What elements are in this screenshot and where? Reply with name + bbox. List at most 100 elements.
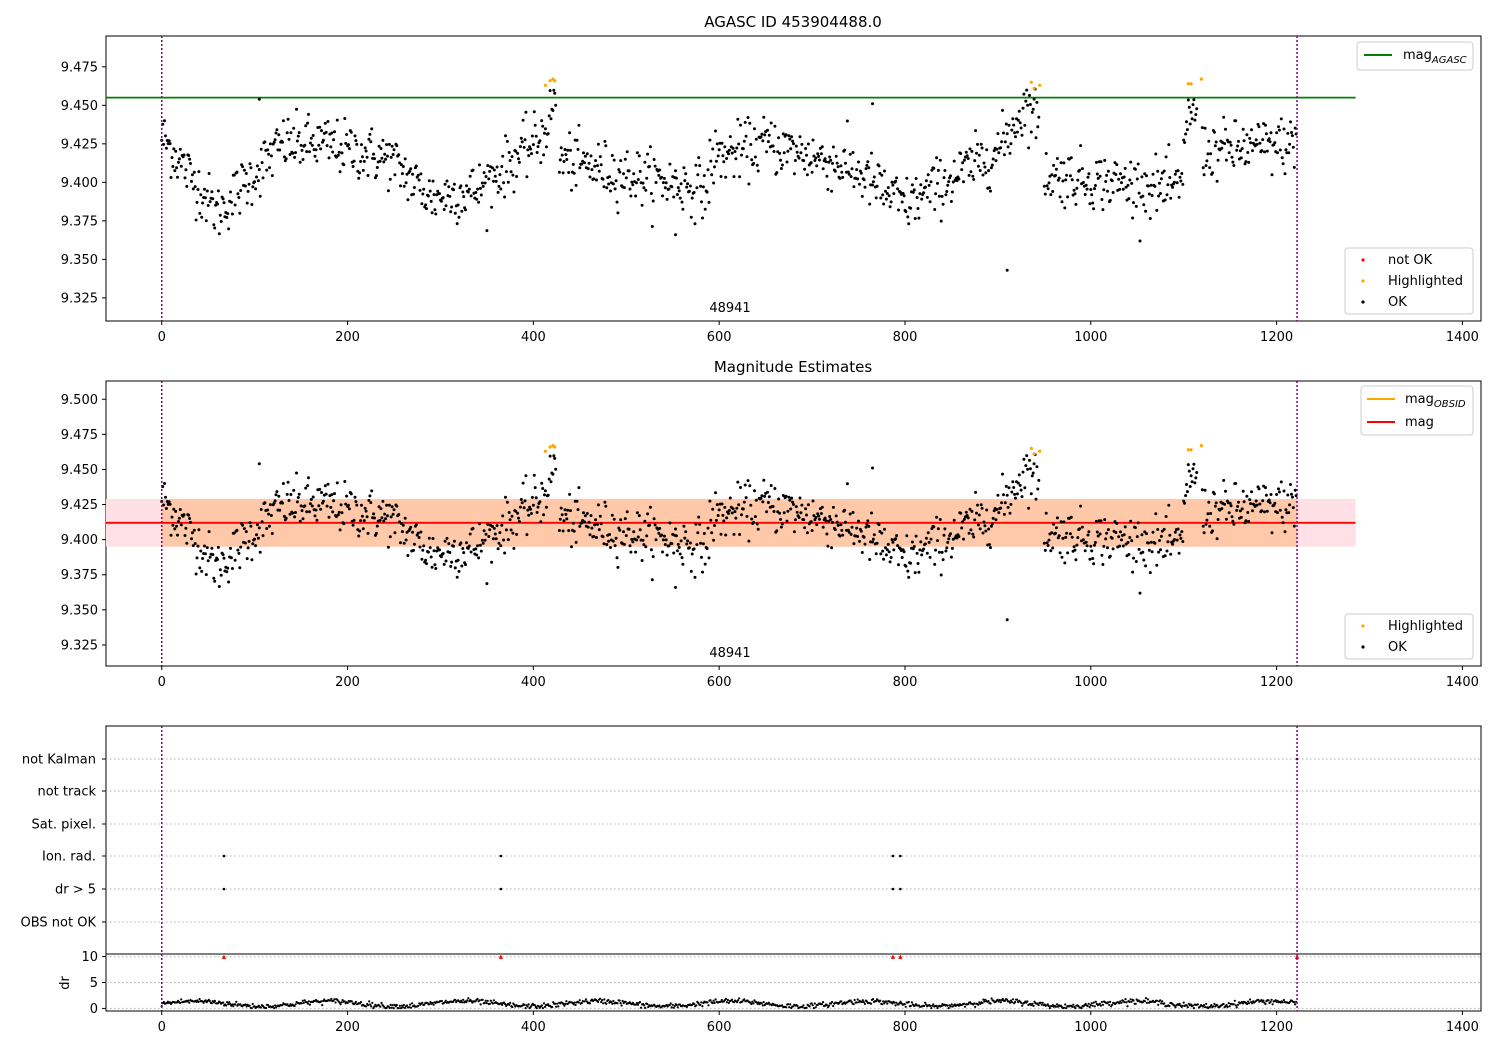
- ok-point: [304, 124, 308, 128]
- ok-point: [347, 503, 350, 507]
- ok-point: [1066, 551, 1070, 555]
- y-tick-label: 9.375: [61, 214, 98, 229]
- ok-point: [970, 509, 974, 513]
- ok-point: [654, 538, 658, 542]
- ok-point: [1024, 464, 1028, 468]
- dr-point: [730, 998, 734, 1001]
- ok-point: [1256, 122, 1260, 126]
- ok-point: [514, 509, 518, 513]
- ok-point: [790, 496, 794, 500]
- ok-point: [811, 138, 815, 142]
- dr-point: [1204, 1006, 1207, 1009]
- ok-point: [1100, 553, 1104, 557]
- ok-point: [270, 532, 274, 535]
- dr-point: [1020, 1001, 1023, 1005]
- ok-point: [649, 548, 653, 552]
- dr-point: [492, 999, 495, 1002]
- ok-point: [871, 183, 874, 187]
- dr-point: [895, 1001, 898, 1004]
- dr-point: [1161, 1000, 1164, 1003]
- ok-point: [319, 147, 323, 151]
- ok-point: [1074, 202, 1078, 206]
- ok-point: [960, 168, 964, 172]
- ok-point: [286, 117, 290, 121]
- ok-point: [992, 149, 996, 153]
- ok-point: [386, 545, 390, 549]
- dr-point: [669, 1002, 672, 1005]
- dr-point: [511, 1005, 514, 1009]
- ok-point: [416, 531, 420, 535]
- dr-point: [565, 1000, 568, 1003]
- ok-point: [1153, 541, 1157, 545]
- dr-point: [751, 1000, 754, 1003]
- ok-point: [616, 211, 620, 215]
- ok-point: [915, 551, 919, 555]
- y-tick-label: 9.475: [61, 60, 98, 75]
- dr-point: [461, 1001, 464, 1004]
- dr-clipped-marker: [221, 954, 227, 959]
- ok-point: [959, 152, 963, 155]
- dr-point: [1074, 1007, 1077, 1010]
- dr-point: [465, 1001, 468, 1004]
- ok-point: [795, 510, 799, 514]
- ok-point: [1250, 490, 1253, 494]
- ok-point: [171, 165, 175, 168]
- dr-point: [535, 1007, 538, 1010]
- dr-point: [197, 1000, 200, 1004]
- dr-point: [294, 1003, 297, 1006]
- ok-point: [1110, 179, 1114, 183]
- ok-point: [622, 172, 625, 176]
- ok-point: [471, 527, 475, 530]
- x-tick-label: 200: [335, 330, 360, 345]
- ok-point: [495, 165, 499, 169]
- ok-point: [1186, 463, 1190, 467]
- ok-point: [755, 522, 759, 526]
- ok-point: [701, 542, 705, 546]
- ok-point: [578, 524, 582, 528]
- dr-point: [588, 1002, 592, 1005]
- ok-point: [818, 517, 821, 521]
- ok-point: [274, 131, 278, 135]
- highlighted-point: [1189, 448, 1193, 452]
- ok-point: [1291, 506, 1295, 510]
- ok-point: [829, 518, 833, 521]
- ok-point: [1206, 512, 1210, 516]
- ok-point: [583, 514, 587, 518]
- ok-point: [1239, 515, 1243, 519]
- ok-point: [596, 503, 600, 507]
- ok-point: [255, 164, 259, 168]
- ok-point: [863, 542, 867, 546]
- dr-point: [883, 1002, 886, 1005]
- dr-point: [428, 1003, 431, 1006]
- ok-point: [327, 515, 331, 519]
- ok-point: [744, 134, 748, 138]
- ok-point: [253, 537, 257, 541]
- ok-point: [497, 541, 501, 545]
- ok-point: [1060, 200, 1064, 204]
- ok-point: [692, 191, 696, 194]
- dr-point: [1005, 998, 1009, 1001]
- ok-point: [201, 201, 205, 205]
- ok-point: [753, 515, 757, 519]
- ok-point: [840, 170, 844, 174]
- ok-point: [1016, 118, 1020, 122]
- ok-point: [270, 174, 274, 178]
- ok-point: [543, 131, 546, 135]
- legend-highlighted: Highlighted: [1388, 274, 1463, 289]
- ok-point: [314, 148, 318, 152]
- dr-point: [1108, 1003, 1111, 1006]
- ok-point: [610, 513, 614, 517]
- ok-point: [291, 151, 295, 155]
- ok-point: [767, 495, 771, 499]
- ok-point: [169, 533, 173, 537]
- dr-point: [395, 1003, 398, 1007]
- ok-point: [802, 159, 806, 163]
- ok-point: [929, 180, 933, 184]
- ok-point: [1080, 167, 1084, 171]
- ok-point: [1006, 505, 1010, 509]
- ok-point: [855, 168, 859, 172]
- ok-point: [233, 203, 237, 207]
- ok-point: [622, 530, 625, 534]
- ok-point: [318, 125, 322, 129]
- ok-point: [1182, 138, 1186, 142]
